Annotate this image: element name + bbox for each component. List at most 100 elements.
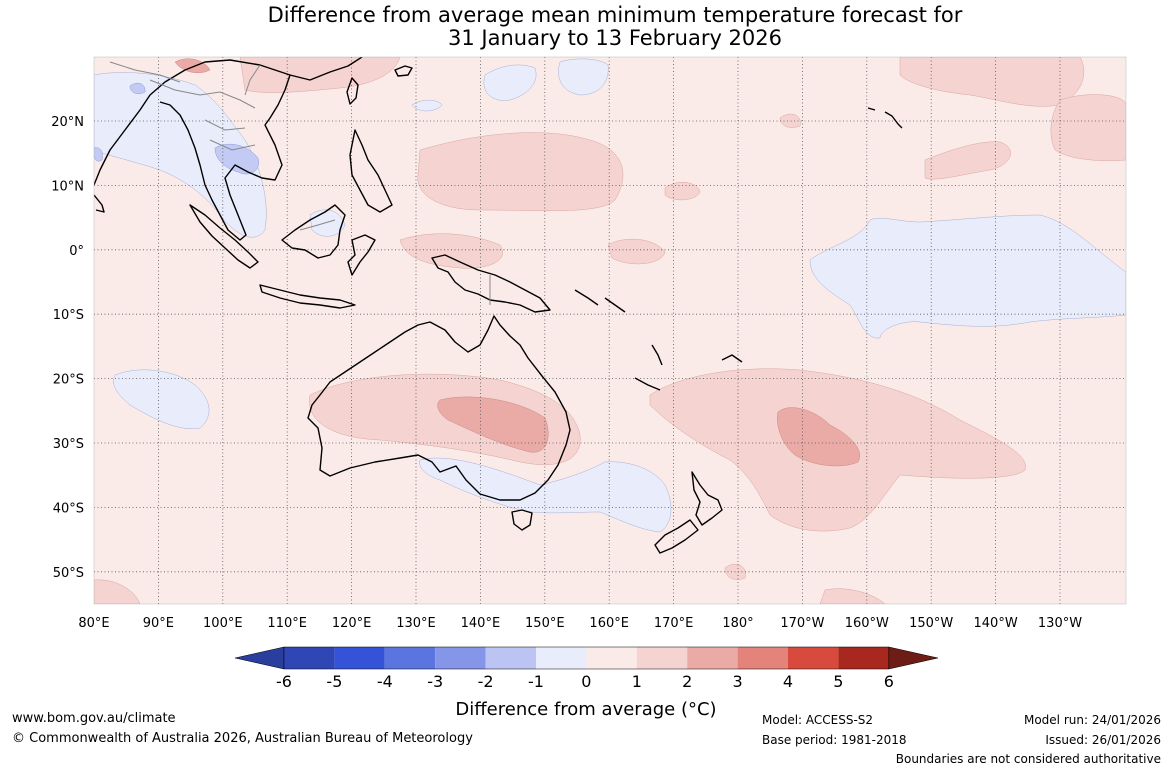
colorbar-tick-label: 0	[581, 672, 591, 691]
colorbar-tick-label: 4	[783, 672, 793, 691]
anomaly-region-neg1-0	[309, 209, 346, 237]
philippines-coastline	[349, 129, 393, 213]
longitude-label: 120°E	[332, 616, 372, 631]
colorbar-tick-label: 3	[733, 672, 743, 691]
model-run-text: Model run: 24/01/2026	[1023, 713, 1161, 727]
java-coastline	[259, 284, 356, 309]
colorbar-tick-label: 1	[632, 672, 642, 691]
latitude-label: 10°N	[51, 179, 84, 194]
anomaly-region-neg1-0	[113, 369, 210, 430]
colorbar-min-extension	[234, 646, 285, 670]
colorbar-tick-label: -4	[377, 672, 393, 691]
anomaly-region-neg1-0	[411, 99, 443, 112]
borneo-coastline	[281, 204, 346, 259]
model-text: Model: ACCESS-S2	[762, 713, 874, 727]
solomon-islands	[574, 289, 626, 313]
sumatra-coastline	[189, 204, 259, 269]
colorbar-segment	[334, 647, 385, 669]
colorbar-max-extension	[888, 646, 939, 670]
anomaly-region-neg1-0	[558, 58, 609, 96]
colorbar-segment	[737, 647, 788, 669]
anomaly-region-1-2	[779, 113, 801, 128]
colorbar	[234, 646, 939, 670]
country-border	[109, 61, 261, 151]
colorbar-segment	[384, 647, 436, 669]
colorbar-tick-label: -5	[326, 672, 342, 691]
colorbar-segment	[838, 647, 889, 669]
latitude-label: 20°N	[51, 115, 84, 130]
anomaly-region-1-2	[924, 141, 1011, 180]
colorbar-segment	[687, 647, 738, 669]
anomaly-region-2-3	[174, 58, 211, 73]
colorbar-segment	[788, 647, 839, 669]
sulawesi-coastline	[347, 234, 376, 276]
longitude-label: 90°E	[143, 616, 174, 631]
longitude-label: 110°E	[267, 616, 307, 631]
colorbar-segment	[586, 647, 637, 669]
colorbar-tick-label: -6	[276, 672, 292, 691]
longitude-label: 160°W	[845, 616, 889, 631]
new-zealand-north-island	[691, 471, 723, 526]
latitude-label: 0°	[69, 244, 84, 259]
anomaly-region-1-2	[607, 238, 666, 265]
latitude-label: 40°S	[53, 501, 84, 516]
longitude-label: 100°E	[203, 616, 243, 631]
latitude-labels: 20°N 10°N 0° 10°S 20°S 30°S 40°S 50°S	[51, 115, 84, 581]
country-borders	[109, 61, 491, 305]
longitude-label: 180°	[722, 616, 753, 631]
anomaly-region-1-2	[399, 233, 503, 269]
longitude-label: 140°W	[974, 616, 1018, 631]
longitude-label: 170°E	[654, 616, 694, 631]
website-text: www.bom.gov.au/climate	[12, 711, 176, 726]
colorbar-label: Difference from average (°C)	[455, 699, 716, 720]
base-period-text: Base period: 1981-2018	[762, 733, 907, 747]
chart-title: Difference from average mean minimum tem…	[0, 4, 1173, 50]
anomaly-region-neg2-neg1	[129, 82, 146, 94]
colorbar-frame	[283, 646, 890, 670]
anomaly-region-neg2-neg1	[94, 147, 103, 162]
new-guinea-coastline	[431, 254, 551, 313]
longitude-label: 130°W	[1038, 616, 1082, 631]
colorbar-segment	[485, 647, 536, 669]
anomaly-region-neg1-0	[483, 64, 537, 101]
latitude-label: 10°S	[53, 308, 84, 323]
disclaimer-text: Boundaries are not considered authoritat…	[895, 752, 1161, 766]
colorbar-tick-label: 2	[682, 672, 692, 691]
vanuatu-islands	[651, 344, 663, 366]
anomaly-region-neg1-0	[809, 214, 1126, 339]
longitude-label: 130°E	[396, 616, 436, 631]
colorbar-segment	[435, 647, 486, 669]
coastlines	[94, 57, 903, 554]
longitude-label: 170°W	[780, 616, 824, 631]
title-line-1: Difference from average mean minimum tem…	[267, 3, 963, 27]
new-zealand-south-island	[654, 519, 699, 554]
colorbar-segment	[536, 647, 587, 669]
latitude-label: 30°S	[53, 437, 84, 452]
longitude-labels: 80°E 90°E 100°E 110°E 120°E 130°E 140°E 150°E 16…	[78, 616, 1082, 631]
anomaly-region-1-2	[239, 57, 401, 93]
anomaly-region-1-2	[664, 181, 701, 201]
hawaii-islands	[867, 107, 903, 129]
map-frame	[93, 56, 1127, 605]
anomaly-region-2-3	[777, 407, 860, 467]
colorbar-tick-label: -3	[427, 672, 443, 691]
tasmania-coastline	[511, 509, 533, 531]
anomaly-region-2-3	[437, 396, 549, 453]
anomaly-region-neg1-0	[419, 457, 672, 533]
taiwan-coastline	[346, 77, 359, 105]
longitude-label: 150°E	[525, 616, 565, 631]
longitude-label: 140°E	[461, 616, 501, 631]
country-border	[299, 219, 336, 231]
anomaly-region-1-2	[94, 579, 141, 604]
colorbar-segment	[636, 647, 688, 669]
japan-coastline	[394, 65, 413, 77]
australia-coastline	[307, 315, 571, 501]
colorbar-tick-label: 6	[884, 672, 894, 691]
new-caledonia	[634, 377, 661, 391]
map-background	[94, 57, 1126, 604]
issued-text: Issued: 26/01/2026	[1045, 733, 1161, 747]
latitude-label: 20°S	[53, 373, 84, 388]
colorbar-segment	[284, 647, 335, 669]
longitude-label: 150°W	[909, 616, 953, 631]
